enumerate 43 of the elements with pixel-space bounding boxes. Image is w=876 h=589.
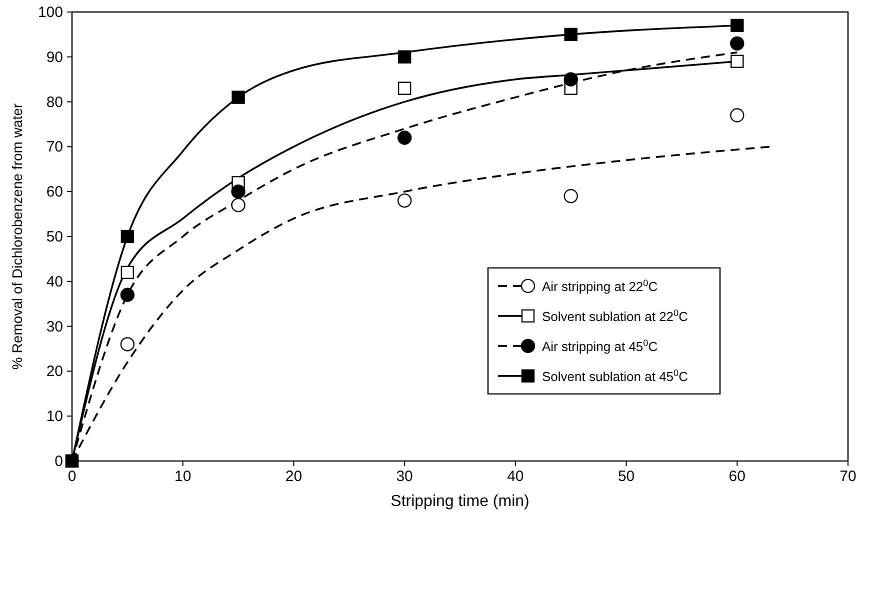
y-tick-label: 0: [54, 453, 63, 470]
point: [232, 90, 245, 104]
x-tick-label: 70: [840, 468, 856, 485]
point: [730, 18, 744, 32]
x-tick-label: 10: [174, 468, 192, 485]
x-axis-title: Stripping time (min): [390, 493, 530, 510]
x-tick-label: 60: [728, 468, 746, 485]
point: [564, 28, 578, 42]
point: [730, 108, 744, 122]
y-tick-label: 30: [46, 318, 63, 336]
point: [398, 50, 412, 64]
legend-label: Air stripping at 22$^{0}$C: [542, 278, 658, 294]
point: [231, 184, 246, 199]
legend-label: Solvent sublation at 22$^{0}$C: [542, 308, 688, 324]
x-tick-label: 30: [396, 468, 413, 485]
x-tick-label: 20: [285, 468, 302, 485]
legend-label: Air stripping at 45$^{0}$C: [542, 338, 658, 354]
y-tick-label: 60: [46, 184, 63, 201]
y-tick-label: 80: [46, 94, 63, 111]
y-tick-label: 100: [38, 4, 63, 21]
y-tick-label: 10: [46, 408, 63, 426]
y-tick-label: 40: [46, 273, 63, 290]
y-tick-label: 70: [46, 138, 63, 156]
x-tick-label: 0: [68, 468, 76, 485]
y-tick-label: 20: [46, 363, 63, 380]
x-tick-label: 40: [507, 468, 524, 485]
x-tick-label: 50: [618, 468, 635, 485]
point: [564, 72, 578, 86]
point: [564, 188, 578, 204]
legend-label: Solvent sublation at 45$^{0}$C: [542, 368, 688, 384]
point: [730, 54, 744, 68]
point: [231, 198, 246, 212]
point: [730, 36, 744, 51]
point: [120, 230, 134, 244]
point: [397, 193, 412, 208]
point: [398, 82, 412, 95]
point: [120, 266, 134, 280]
point: [397, 130, 412, 145]
point: [120, 288, 135, 302]
point: [120, 337, 135, 352]
y-tick-label: 90: [46, 48, 63, 66]
y-axis-title: % Removal of Dichlorobenzene from water: [9, 103, 25, 370]
y-tick-label: 50: [46, 228, 63, 246]
